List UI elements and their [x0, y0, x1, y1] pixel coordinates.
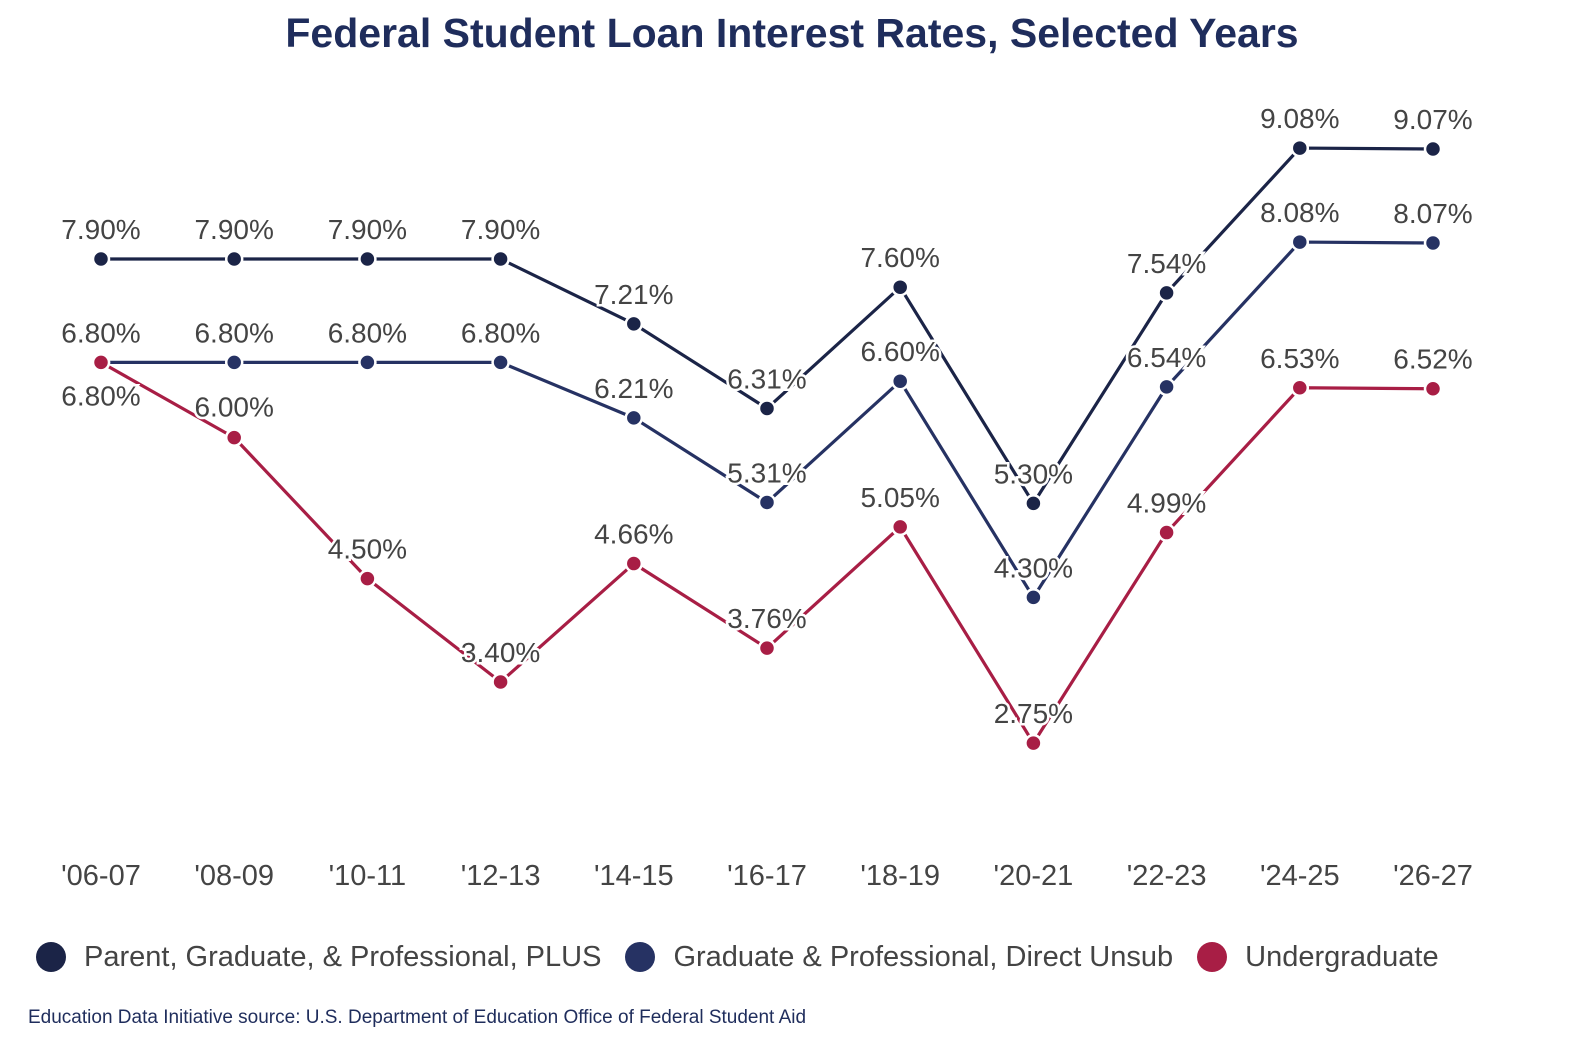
data-label: 7.90%	[194, 214, 273, 245]
legend-swatch-direct-unsub	[625, 942, 656, 972]
x-tick-label: '06-07	[61, 860, 141, 892]
data-point[interactable]	[491, 353, 510, 372]
data-label: 4.30%	[994, 552, 1073, 583]
chart-legend: Parent, Graduate, & Professional, PLUS G…	[36, 935, 1463, 979]
data-label: 6.52%	[1393, 344, 1472, 375]
data-label: 6.53%	[1260, 343, 1339, 374]
data-point[interactable]	[91, 249, 111, 269]
x-tick-label: '10-11	[329, 860, 407, 892]
data-label: 4.66%	[594, 519, 673, 550]
data-label: 6.60%	[860, 336, 939, 367]
legend-label-direct-unsub: Graduate & Professional, Direct Unsub	[673, 940, 1174, 973]
data-point[interactable]	[224, 249, 244, 269]
data-point[interactable]	[890, 277, 910, 297]
x-tick-label: '26-27	[1393, 860, 1473, 892]
data-point[interactable]	[757, 638, 777, 658]
series-line	[101, 146, 1434, 505]
data-point[interactable]	[624, 314, 644, 334]
data-label: 6.80%	[194, 317, 273, 348]
source-note: Education Data Initiative source: U.S. D…	[28, 1007, 807, 1028]
data-point[interactable]	[890, 371, 910, 391]
data-label: 7.60%	[860, 242, 939, 273]
legend-label-undergraduate: Undergraduate	[1245, 940, 1439, 973]
x-tick-label: '16-17	[727, 860, 807, 892]
data-point[interactable]	[757, 493, 777, 512]
data-point[interactable]	[1290, 232, 1310, 252]
data-point[interactable]	[1024, 733, 1043, 753]
data-point[interactable]	[1290, 378, 1310, 398]
data-point[interactable]	[624, 554, 644, 573]
data-label: 2.75%	[994, 698, 1073, 729]
legend-item-plus[interactable]: Parent, Graduate, & Professional, PLUS	[36, 941, 601, 974]
data-label: 8.08%	[1260, 197, 1339, 228]
line-chart: '06-07 '08-09 '10-11 '12-13 '14-15 '16-17 '18-…	[61, 103, 1473, 892]
data-label: 4.50%	[328, 534, 407, 565]
x-tick-label: '22-23	[1127, 860, 1207, 892]
data-point[interactable]	[1024, 588, 1043, 607]
data-point[interactable]	[890, 517, 910, 537]
data-label: 7.21%	[594, 279, 673, 310]
data-point[interactable]	[358, 249, 377, 269]
x-tick-label: '12-13	[461, 860, 541, 892]
data-label: 3.76%	[727, 603, 806, 634]
data-point[interactable]	[1423, 139, 1443, 159]
data-point[interactable]	[358, 353, 377, 372]
legend-swatch-undergraduate	[1197, 942, 1228, 972]
x-tick-label: '18-19	[860, 860, 940, 892]
data-label: 6.80%	[61, 380, 140, 411]
chart-title: Federal Student Loan Interest Rates, Sel…	[285, 10, 1299, 56]
x-tick-label: '24-25	[1260, 860, 1340, 892]
data-point[interactable]	[91, 353, 111, 372]
data-label: 7.90%	[61, 214, 140, 245]
data-label: 7.90%	[328, 214, 407, 245]
x-tick-label: '14-15	[594, 860, 674, 892]
data-label: 6.21%	[594, 373, 673, 404]
data-point[interactable]	[1157, 283, 1176, 303]
data-label: 6.54%	[1127, 342, 1206, 373]
legend-swatch-plus	[36, 942, 66, 972]
legend-item-direct-unsub[interactable]: Graduate & Professional, Direct Unsub	[625, 941, 1173, 974]
data-point[interactable]	[1024, 494, 1043, 513]
data-label: 9.07%	[1393, 104, 1472, 135]
data-label: 6.80%	[61, 317, 140, 348]
data-point[interactable]	[358, 569, 377, 588]
data-point[interactable]	[1290, 138, 1310, 158]
data-point[interactable]	[224, 353, 244, 372]
data-label: 6.80%	[461, 317, 540, 348]
data-point[interactable]	[1157, 523, 1176, 542]
data-point[interactable]	[1157, 377, 1176, 397]
data-label: 8.07%	[1393, 198, 1472, 229]
data-label: 6.31%	[727, 363, 806, 394]
data-point[interactable]	[1423, 233, 1443, 253]
data-label: 5.05%	[860, 482, 939, 513]
legend-item-undergraduate[interactable]: Undergraduate	[1197, 940, 1439, 974]
data-point[interactable]	[1423, 379, 1443, 398]
legend-label-plus: Parent, Graduate, & Professional, PLUS	[84, 940, 602, 973]
data-label: 6.80%	[328, 317, 407, 348]
data-point[interactable]	[491, 249, 510, 269]
data-label: 7.54%	[1127, 248, 1206, 279]
series-line	[100, 361, 1434, 745]
data-label: 5.31%	[727, 457, 806, 488]
x-tick-label: '20-21	[994, 860, 1074, 892]
data-label: 6.00%	[194, 392, 273, 423]
x-tick-label: '08-09	[194, 860, 274, 892]
series-line	[101, 240, 1434, 600]
data-point[interactable]	[624, 408, 644, 428]
data-label: 7.90%	[461, 214, 540, 245]
data-label: 4.99%	[1127, 488, 1206, 519]
data-label: 9.08%	[1260, 103, 1339, 134]
data-point[interactable]	[224, 428, 244, 447]
data-point[interactable]	[757, 399, 777, 418]
data-label: 5.30%	[994, 458, 1073, 489]
data-label: 3.40%	[461, 637, 540, 668]
data-point[interactable]	[491, 672, 510, 692]
